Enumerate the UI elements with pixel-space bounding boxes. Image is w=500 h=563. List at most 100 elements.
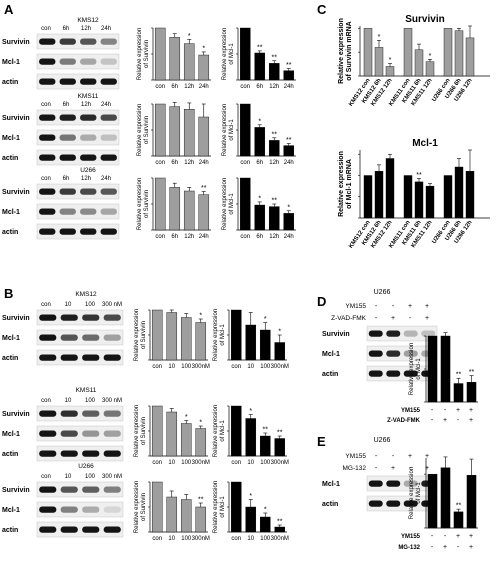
blot-band bbox=[80, 114, 97, 121]
y-axis-label: of Mcl-1 bbox=[229, 43, 235, 65]
blot-row-label: actin bbox=[2, 527, 18, 534]
blot-strip bbox=[36, 129, 120, 146]
bar bbox=[198, 54, 210, 81]
bar bbox=[454, 30, 464, 77]
x-tick-label: 300nM bbox=[192, 364, 210, 370]
blot-background bbox=[36, 501, 124, 518]
x-tick-label: 6h bbox=[256, 160, 263, 166]
blot-band bbox=[103, 354, 121, 361]
chart-title: Survivin bbox=[405, 14, 444, 25]
significance-star: ** bbox=[272, 198, 278, 205]
bar bbox=[466, 382, 477, 403]
blot-band bbox=[82, 410, 100, 417]
cell-line-label: U266 bbox=[374, 289, 391, 296]
blot-band bbox=[80, 78, 97, 85]
bar bbox=[403, 175, 413, 219]
treatment-sign: + bbox=[443, 544, 447, 551]
x-tick-label: 12h bbox=[184, 160, 194, 166]
bar bbox=[283, 145, 295, 157]
blot-strip bbox=[36, 53, 120, 70]
blot-strip bbox=[36, 309, 124, 326]
bar bbox=[245, 506, 257, 533]
bar bbox=[283, 70, 295, 81]
blot-background bbox=[36, 183, 120, 200]
blot-band bbox=[100, 228, 117, 235]
bar bbox=[363, 175, 373, 219]
significance-star: ** bbox=[469, 369, 475, 376]
condition-label: 24h bbox=[101, 176, 111, 182]
blot-band bbox=[403, 370, 418, 377]
bar bbox=[427, 335, 438, 403]
condition-label: 100 bbox=[85, 398, 96, 404]
blot-row-label: Survivin bbox=[2, 487, 30, 494]
treatment-sign: + bbox=[456, 533, 460, 540]
blot-band bbox=[39, 228, 56, 235]
significance-star: ** bbox=[286, 62, 292, 69]
bar bbox=[274, 438, 286, 457]
blot-strip bbox=[36, 109, 120, 126]
y-axis-label: of Survivin bbox=[144, 40, 150, 68]
mcl1-bar-chart: con * 10 ** 100 ** 300nM Relative expression of … bbox=[213, 405, 289, 466]
survivin-bar-chart: con 10 * 100 * 300nM Relative expression of Sur… bbox=[134, 405, 210, 466]
bar bbox=[363, 28, 373, 77]
treatment-label: MG-132 bbox=[343, 465, 367, 472]
blot-band bbox=[59, 38, 76, 45]
bar bbox=[198, 116, 210, 157]
significance-star: * bbox=[389, 57, 392, 64]
blot-band bbox=[60, 486, 78, 493]
bar bbox=[198, 194, 210, 231]
blot-band bbox=[39, 506, 57, 513]
treatment-sign: + bbox=[469, 407, 473, 414]
bar bbox=[151, 405, 163, 457]
y-axis-label: of Survivin bbox=[141, 321, 147, 349]
y-axis-label: of Mcl-1 bbox=[229, 119, 235, 141]
significance-star: ** bbox=[456, 372, 462, 379]
treatment-label: MG-132 bbox=[398, 545, 420, 551]
x-tick-label: 12h bbox=[269, 160, 279, 166]
treatment-sign: - bbox=[409, 465, 412, 472]
blot-band bbox=[39, 134, 56, 141]
y-axis-label: of Mcl-1 bbox=[416, 482, 422, 504]
blot-band bbox=[59, 78, 76, 85]
significance-star: * bbox=[199, 313, 202, 320]
blot-band bbox=[39, 486, 57, 493]
blot-band bbox=[39, 526, 57, 533]
blot-band bbox=[368, 500, 383, 507]
blot-band bbox=[82, 314, 100, 321]
x-tick-label: con bbox=[231, 364, 241, 370]
blot-band bbox=[59, 154, 76, 161]
blot-band bbox=[60, 526, 78, 533]
survivin-bar-chart: con 6h * 12h * 24h Relative expression of Survi… bbox=[137, 27, 211, 90]
condition-label: 6h bbox=[63, 26, 70, 32]
x-tick-label: con bbox=[155, 234, 165, 240]
x-tick-label: con bbox=[155, 84, 165, 90]
blot-band bbox=[80, 134, 97, 141]
treatment-sign: + bbox=[391, 315, 395, 322]
blot-strip bbox=[366, 345, 438, 362]
mcl1-bar-chart: con * 10 * 100 ** 300nM Relative expression of M… bbox=[213, 481, 289, 542]
blot-row-label: actin bbox=[2, 79, 18, 86]
blot-strip bbox=[36, 33, 120, 50]
blot-band bbox=[103, 430, 121, 437]
condition-label: 12h bbox=[81, 26, 91, 32]
y-axis-label: Relative expression bbox=[409, 467, 415, 519]
mcl1-bar-chart-e: ** Relative expression of Mcl-1 bbox=[409, 456, 478, 529]
treatment-sign: + bbox=[469, 533, 473, 540]
significance-star: ** bbox=[277, 430, 283, 437]
blot-band bbox=[403, 500, 418, 507]
bar bbox=[180, 423, 192, 457]
treatment-sign: - bbox=[375, 315, 378, 322]
blot-band bbox=[80, 154, 97, 161]
panel-label-a: A bbox=[4, 2, 14, 17]
bar bbox=[254, 204, 266, 231]
blot-row-label: actin bbox=[2, 229, 18, 236]
blot-band bbox=[39, 314, 57, 321]
blot-band bbox=[100, 134, 117, 141]
x-tick-label: 6h bbox=[171, 160, 178, 166]
x-tick-label: 24h bbox=[284, 84, 294, 90]
blot-background bbox=[36, 329, 124, 346]
x-tick-label: 300nM bbox=[192, 460, 210, 466]
blot-band bbox=[386, 350, 401, 357]
blot-band bbox=[60, 410, 78, 417]
blot-band bbox=[421, 330, 436, 337]
